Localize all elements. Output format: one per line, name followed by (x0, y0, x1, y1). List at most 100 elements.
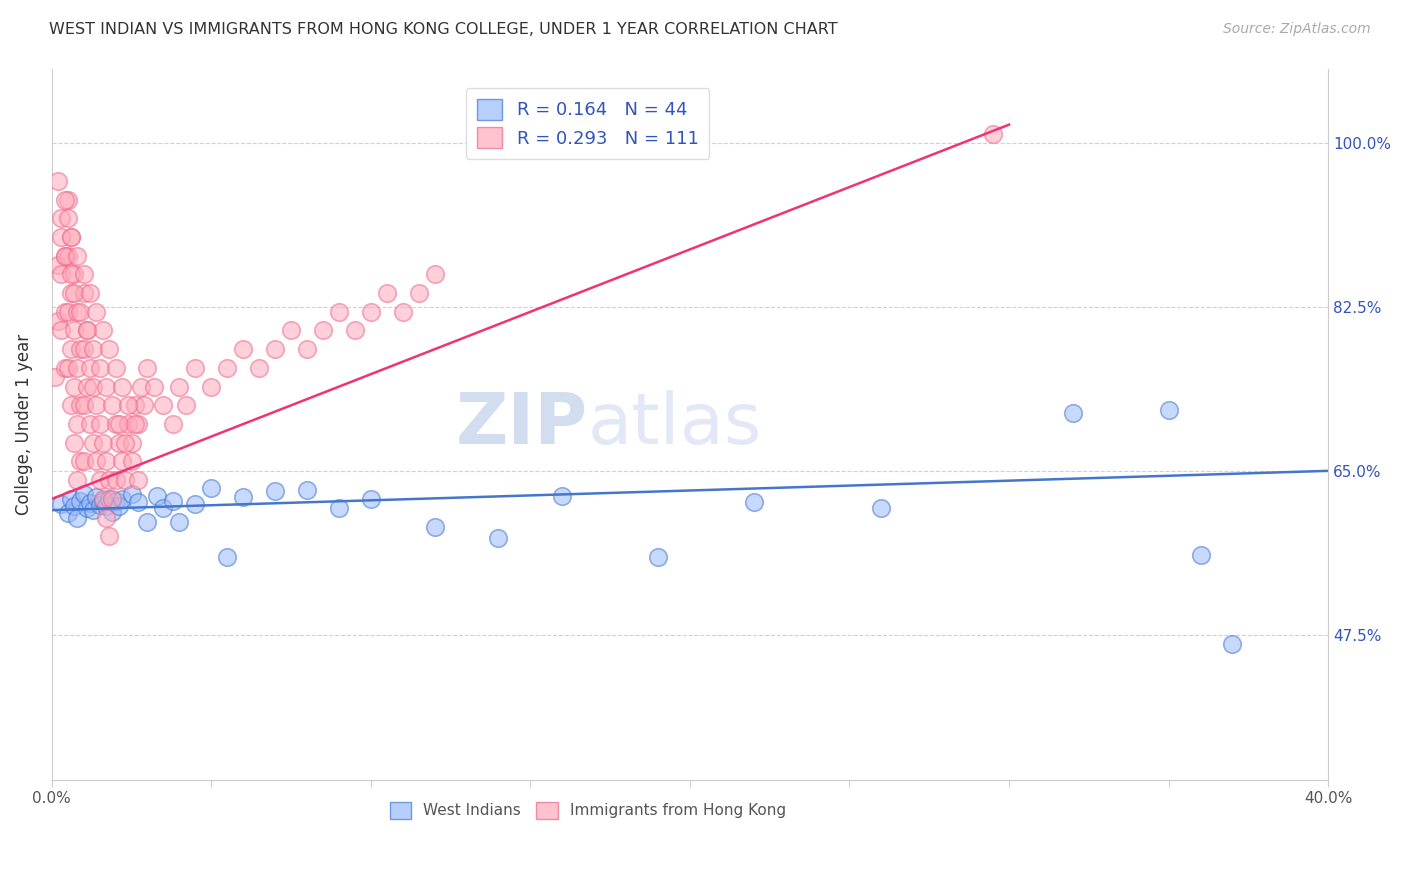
Point (423, 520, 446, 534)
Point (111, 379, 134, 393)
Point (98, 529, 121, 543)
Point (101, 491, 124, 506)
Point (200, 481, 222, 495)
Point (56, 249, 79, 263)
Point (217, 549, 239, 564)
Point (94, 379, 117, 393)
Point (391, 305, 413, 319)
Point (89, 498, 111, 512)
Point (63, 268, 86, 282)
Point (89, 473, 111, 487)
Point (152, 501, 174, 516)
Point (169, 516, 191, 530)
Point (69, 342, 91, 356)
Point (146, 489, 169, 503)
Point (86, 454, 108, 468)
Point (91, 491, 114, 506)
Text: WEST INDIAN VS IMMIGRANTS FROM HONG KONG COLLEGE, UNDER 1 YEAR CORRELATION CHART: WEST INDIAN VS IMMIGRANTS FROM HONG KONG… (49, 22, 838, 37)
Point (56, 211, 79, 226)
Point (98, 473, 121, 487)
Point (73, 342, 96, 356)
Point (76, 379, 98, 393)
Point (184, 497, 207, 511)
Point (46, 258, 69, 272)
Point (63, 435, 86, 450)
Point (360, 305, 382, 319)
Point (114, 435, 136, 450)
Point (53, 360, 76, 375)
Point (742, 494, 765, 508)
Point (328, 501, 350, 516)
Point (111, 454, 134, 468)
Point (280, 324, 302, 338)
Point (86, 490, 108, 504)
Point (1222, 637, 1244, 651)
Point (264, 484, 287, 499)
Point (66, 249, 89, 263)
Point (59, 230, 82, 244)
Point (86, 305, 108, 319)
Point (1157, 403, 1180, 417)
Point (142, 379, 165, 393)
Point (66, 473, 89, 487)
Legend: West Indians, Immigrants from Hong Kong: West Indians, Immigrants from Hong Kong (384, 796, 792, 825)
Point (360, 491, 382, 506)
Point (79, 496, 101, 510)
Point (101, 505, 124, 519)
Point (232, 490, 254, 504)
Point (134, 398, 156, 412)
Point (343, 324, 366, 338)
Point (79, 360, 101, 375)
Point (124, 417, 146, 431)
Point (82, 503, 104, 517)
Point (114, 473, 136, 487)
Point (107, 435, 129, 450)
Point (981, 127, 1004, 141)
Point (98, 342, 121, 356)
Point (89, 417, 111, 431)
Point (51, 268, 73, 282)
Point (73, 268, 96, 282)
Text: Source: ZipAtlas.com: Source: ZipAtlas.com (1223, 22, 1371, 37)
Point (312, 324, 335, 338)
Point (136, 360, 159, 375)
Point (82, 435, 104, 450)
Point (51, 497, 73, 511)
Point (127, 417, 149, 431)
Point (94, 454, 117, 468)
Point (152, 398, 174, 412)
Point (117, 417, 139, 431)
Point (1189, 548, 1212, 562)
Point (264, 342, 287, 356)
Point (101, 398, 124, 412)
Point (136, 516, 159, 530)
Point (174, 398, 197, 412)
Point (46, 314, 69, 328)
Point (53, 249, 76, 263)
Point (232, 342, 254, 356)
Point (200, 379, 222, 393)
Point (69, 454, 91, 468)
Point (129, 379, 152, 393)
Point (46, 174, 69, 188)
Point (56, 506, 79, 520)
Point (98, 491, 121, 506)
Point (76, 501, 98, 516)
Point (73, 398, 96, 412)
Point (124, 398, 146, 412)
Point (59, 230, 82, 244)
Point (295, 483, 318, 497)
Point (66, 510, 89, 524)
Point (117, 398, 139, 412)
Point (53, 249, 76, 263)
Point (89, 360, 111, 375)
Point (82, 379, 104, 393)
Point (59, 398, 82, 412)
Point (121, 454, 143, 468)
Point (66, 360, 89, 375)
Point (423, 268, 446, 282)
Point (73, 454, 96, 468)
Point (375, 286, 398, 301)
Point (870, 501, 893, 516)
Point (69, 305, 91, 319)
